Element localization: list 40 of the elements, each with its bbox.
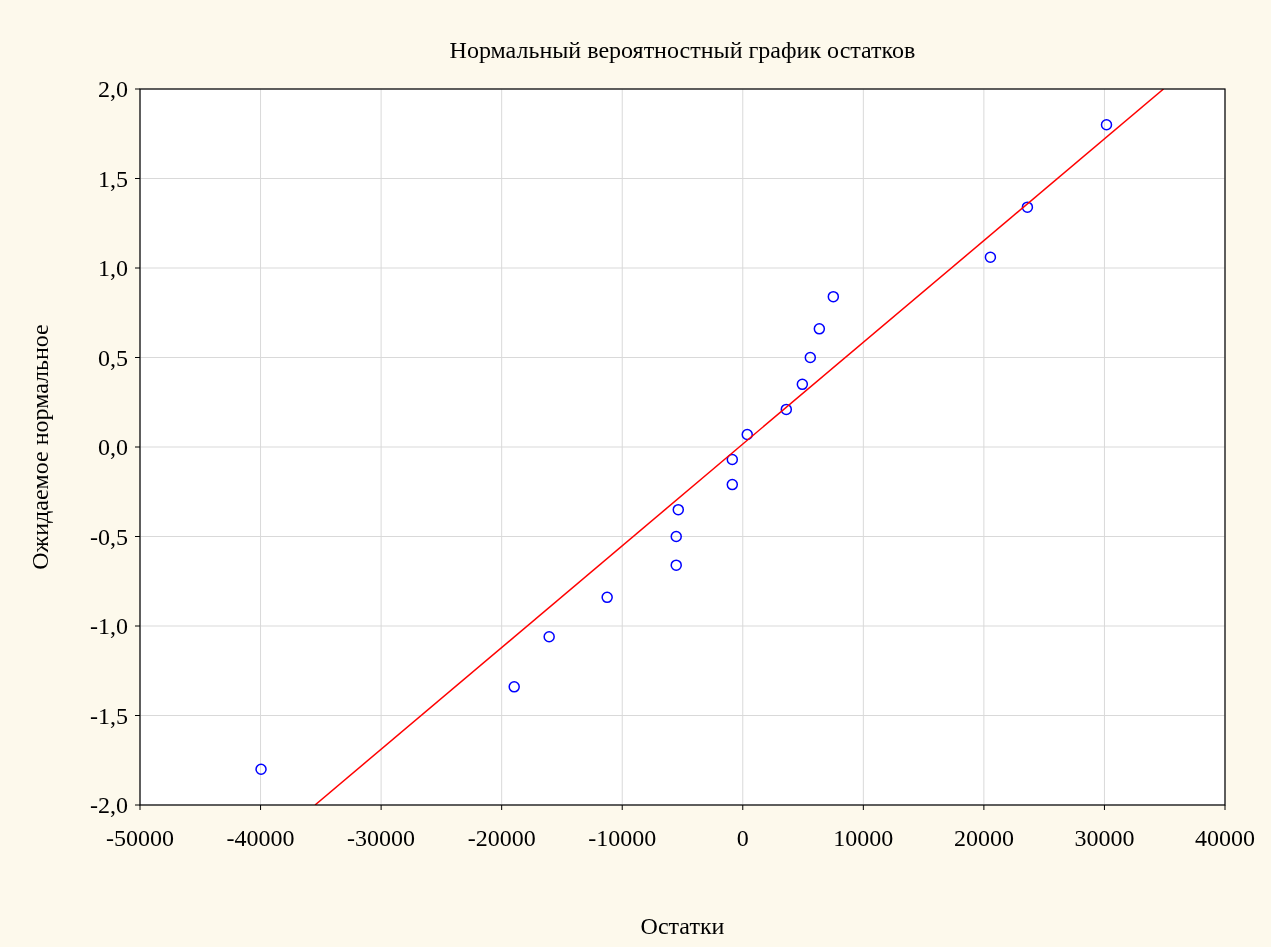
y-tick-label: -1,5 <box>90 702 128 729</box>
y-tick-label: 0,0 <box>98 434 128 461</box>
point <box>984 251 997 264</box>
point <box>1021 201 1034 213</box>
point <box>670 530 682 543</box>
point <box>780 403 793 416</box>
point <box>827 290 840 303</box>
point <box>804 351 817 364</box>
y-tick-label: 1,0 <box>98 255 128 282</box>
point <box>726 478 739 491</box>
point <box>255 763 267 775</box>
point <box>796 378 809 391</box>
point <box>670 559 682 571</box>
y-axis-title: Ожидаемое нормальное <box>27 324 53 570</box>
y-tick-label: -1,0 <box>90 613 128 640</box>
point <box>741 428 753 441</box>
x-tick-label: -20000 <box>467 825 536 851</box>
y-tick-label: 0,5 <box>98 344 128 371</box>
point <box>1100 119 1113 131</box>
point <box>672 503 685 516</box>
chart-title: Нормальный вероятностный график остатков <box>449 37 916 63</box>
y-tick-label: -2,0 <box>90 792 128 819</box>
y-tick-label: -0,5 <box>90 523 128 550</box>
x-tick-label: 0 <box>736 825 749 851</box>
x-tick-label: -50000 <box>106 825 174 851</box>
x-tick-label: 20000 <box>953 825 1014 851</box>
point <box>601 591 613 604</box>
x-tick-label: 30000 <box>1074 825 1135 851</box>
y-tick-label: 1,5 <box>98 165 128 192</box>
point <box>543 630 555 643</box>
y-tick-label: 2,0 <box>98 76 128 103</box>
x-tick-label: -40000 <box>226 825 295 851</box>
x-tick-label: -30000 <box>347 825 416 851</box>
point <box>508 681 520 693</box>
x-tick-label: 40000 <box>1195 825 1255 851</box>
x-tick-label: -10000 <box>588 825 657 851</box>
point <box>726 453 739 466</box>
x-axis-title: Остатки <box>640 913 725 939</box>
x-tick-label: 10000 <box>833 825 894 851</box>
point <box>813 323 826 335</box>
